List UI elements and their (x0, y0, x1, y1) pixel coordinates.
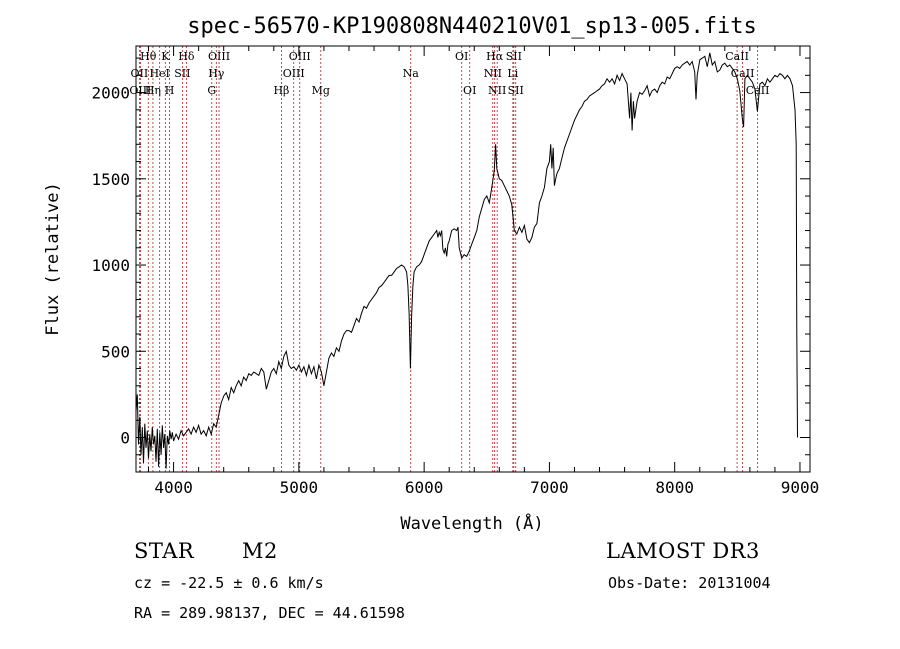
coordinates: RA = 289.98137, DEC = 44.61598 (134, 604, 405, 622)
marker-label-24: SII (508, 84, 524, 97)
survey-name: LAMOST DR3 (606, 539, 760, 563)
object-subclass: M2 (242, 539, 278, 563)
x-tick-label-7000: 7000 (530, 478, 569, 497)
marker-label-9: OIII (208, 50, 230, 63)
y-axis-label: Flux (relative) (43, 182, 63, 336)
redshift-velocity: cz = -22.5 ± 0.6 km/s (134, 574, 324, 592)
observation-date: Obs-Date: 20131004 (608, 574, 771, 592)
marker-label-15: Mg (312, 84, 330, 97)
marker-label-6: H (165, 84, 175, 97)
marker-label-16: Na (403, 67, 420, 80)
marker-label-23: SII (506, 50, 522, 63)
plot-frame (135, 45, 811, 473)
marker-label-8: Hδ (178, 50, 195, 63)
object-class: STAR (134, 539, 195, 563)
marker-label-18: OI (463, 84, 476, 97)
x-tick-label-9000: 9000 (781, 478, 820, 497)
marker-label-5: HeI (149, 67, 169, 80)
marker-label-1: OII (131, 67, 149, 80)
marker-label-12: Hβ (273, 84, 289, 97)
x-tick-label-4000: 4000 (154, 478, 193, 497)
y-tick-label-1500: 1500 (91, 170, 130, 189)
marker-label-2: OIII (129, 84, 151, 97)
line-markers (138, 46, 759, 472)
marker-label-22: Li (507, 67, 518, 80)
marker-label-17: OI (455, 50, 468, 63)
marker-label-19: NII (484, 67, 502, 80)
chart-title: spec-56570-KP190808N440210V01_sp13-005.f… (187, 14, 757, 39)
x-tick-label-6000: 6000 (405, 478, 444, 497)
marker-label-26: CaII (731, 67, 755, 80)
y-tick-label-0: 0 (120, 429, 130, 448)
y-tick-label-2000: 2000 (91, 84, 130, 103)
marker-label-25: CaII (725, 50, 749, 63)
marker-label-21: NII (488, 84, 506, 97)
marker-label-0: Hθ (140, 50, 157, 63)
marker-label-27: CaII (746, 84, 770, 97)
flux-series-line (135, 52, 798, 469)
axis-ticks: 4000 5000 6000 7000 8000 9000 0 500 1000 1500 2000 (91, 46, 819, 497)
marker-label-20: Hα (486, 50, 504, 63)
marker-label-4: K (161, 50, 170, 63)
x-tick-label-5000: 5000 (280, 478, 319, 497)
x-axis-label: Wavelength (Å) (400, 512, 543, 534)
marker-label-14: OIII (289, 50, 311, 63)
marker-label-13: OIII (283, 67, 305, 80)
y-tick-label-500: 500 (101, 342, 130, 361)
x-tick-label-8000: 8000 (655, 478, 694, 497)
marker-label-3: Hη (145, 84, 161, 97)
marker-label-7: SII (174, 67, 190, 80)
marker-label-10: Hγ (208, 67, 225, 80)
marker-label-11: G (207, 84, 216, 97)
y-tick-label-1000: 1000 (91, 256, 130, 275)
